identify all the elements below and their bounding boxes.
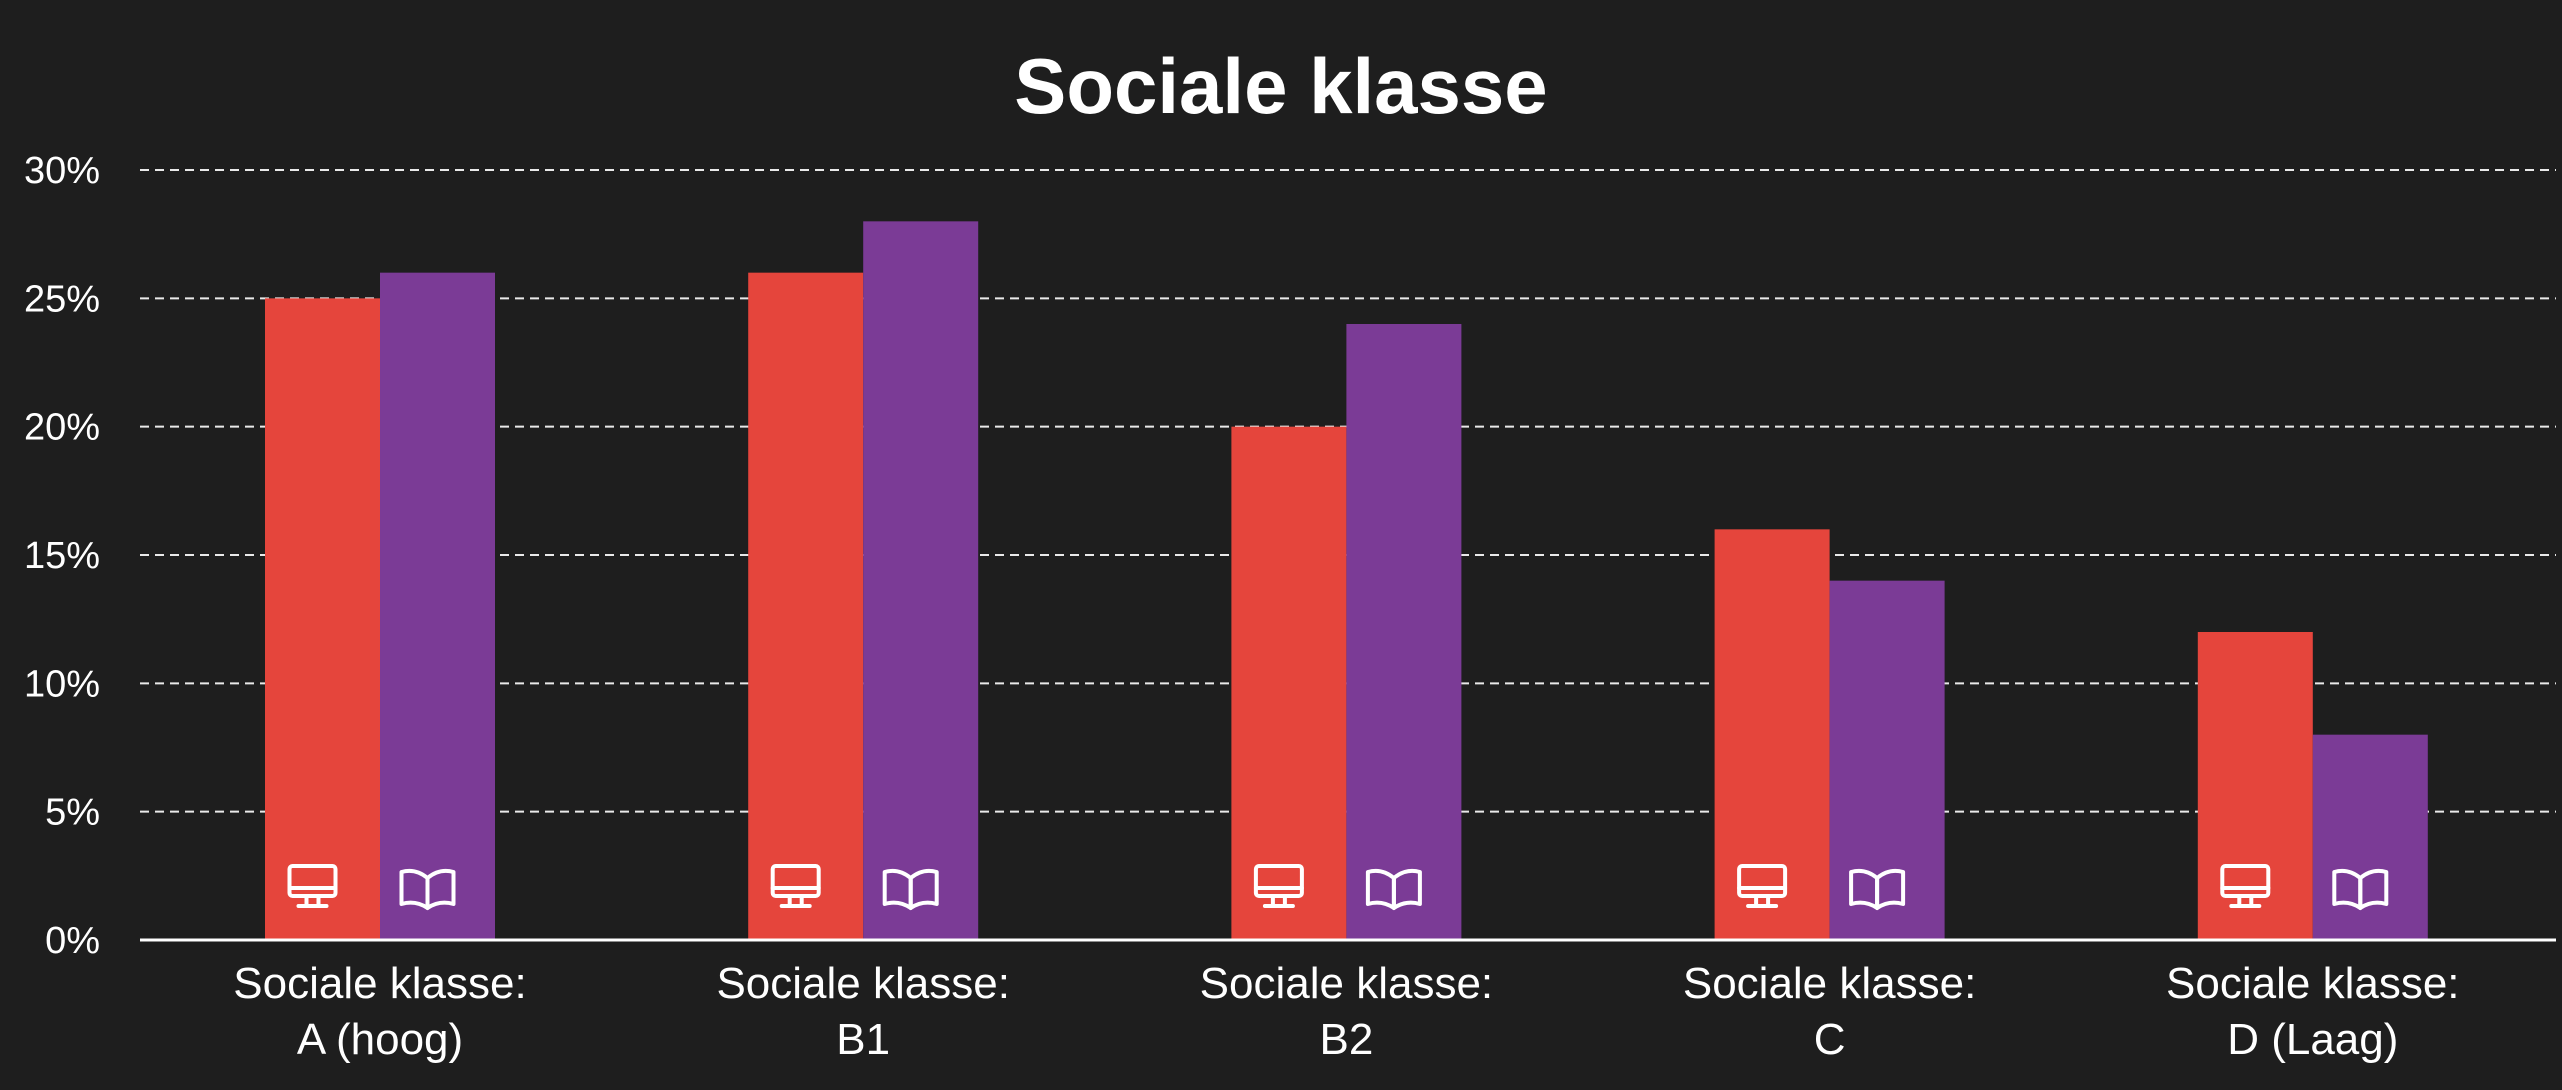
x-axis-labels: Sociale klasse: A (hoog) Sociale klasse: B1… [233,959,2459,1064]
monitor-icon [2220,864,2271,908]
y-tick-label: 20% [24,407,100,449]
bar [1231,426,1347,941]
bar-icons [287,864,2389,910]
x-tick-label: Sociale klasse: [233,959,526,1008]
chart-title: Sociale klasse [1014,42,1547,130]
monitor-icon [1737,864,1788,908]
bar [1714,529,1830,940]
x-tick-label: Sociale klasse: [2166,959,2459,1008]
bar [863,221,979,941]
x-tick-label: B2 [1319,1015,1373,1064]
open-book-icon [399,868,456,910]
y-tick-label: 30% [24,150,100,192]
monitor-icon [1253,864,1304,908]
bar [265,298,380,940]
monitor-icon [770,864,821,908]
open-book-icon [1365,868,1422,910]
open-book-icon [1849,868,1906,910]
y-tick-label: 5% [45,792,100,834]
y-tick-label: 25% [24,278,100,320]
x-tick-label: A (hoog) [297,1015,463,1064]
x-tick-label: Sociale klasse: [716,959,1009,1008]
y-tick-label: 0% [45,920,100,962]
monitor-icon [287,864,338,908]
open-book-icon [2332,868,2389,910]
y-tick-label: 15% [24,535,100,577]
x-tick-label: C [1814,1015,1846,1064]
bars [265,221,2428,941]
y-tick-label: 10% [24,663,100,705]
bar [1829,580,1945,940]
x-tick-label: Sociale klasse: [1683,959,1976,1008]
x-tick-label: D (Laag) [2227,1015,2398,1064]
y-axis-ticks: 0% 5% 10% 15% 20% 25% 30% [24,150,100,962]
open-book-icon [882,868,939,910]
bar [748,272,864,941]
bar [2312,734,2428,940]
bar [1346,324,1462,940]
x-tick-label: Sociale klasse: [1200,959,1493,1008]
x-tick-label: B1 [836,1015,890,1064]
bar [380,272,495,941]
bar [2197,632,2313,940]
